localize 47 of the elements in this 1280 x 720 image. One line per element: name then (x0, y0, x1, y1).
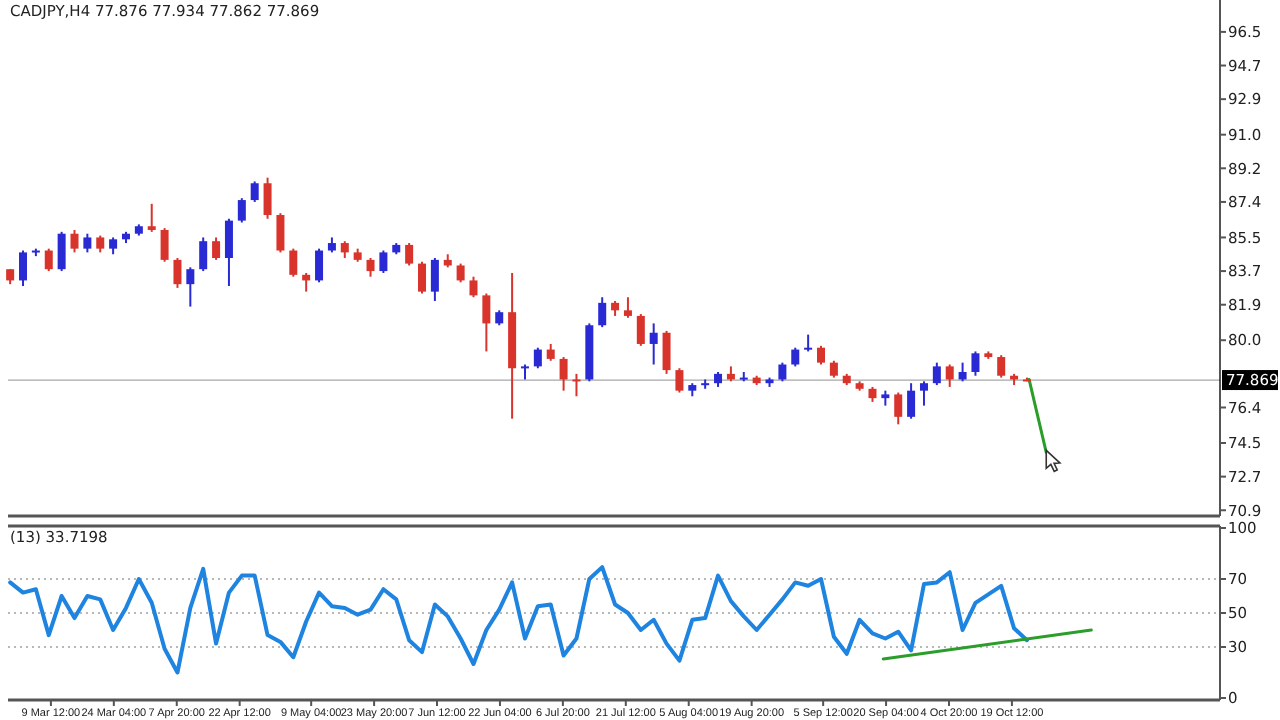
candlestick (894, 391, 903, 426)
candlestick (533, 346, 542, 370)
candlestick (817, 344, 826, 366)
candlestick (919, 380, 928, 407)
candlestick (379, 249, 388, 274)
candlestick (907, 382, 916, 420)
candlestick (636, 313, 645, 347)
candlestick (932, 361, 941, 387)
candlestick (276, 212, 285, 254)
candlestick (469, 275, 478, 299)
candlestick (212, 236, 221, 261)
candlestick (791, 346, 800, 368)
candlestick (675, 367, 684, 394)
candlestick (57, 230, 66, 273)
candlestick (559, 356, 568, 392)
candlestick (405, 242, 414, 267)
candlestick (366, 257, 375, 278)
candlestick (263, 176, 272, 220)
candlestick (598, 296, 607, 329)
candlestick (160, 227, 169, 263)
candlestick (945, 363, 954, 388)
candlestick (70, 228, 79, 254)
candlestick (289, 247, 298, 278)
candlestick (418, 260, 427, 295)
candlestick (778, 361, 787, 383)
candlestick (44, 247, 53, 273)
candlestick (662, 329, 671, 375)
candlestick (250, 180, 259, 203)
candlestick (199, 236, 208, 273)
candlestick (186, 266, 195, 308)
candlestick (623, 296, 632, 319)
candlestick (649, 322, 658, 366)
candlestick (572, 372, 581, 398)
candlestick (958, 361, 967, 383)
candlestick (971, 350, 980, 377)
candlestick (19, 249, 28, 288)
candlestick (456, 262, 465, 284)
candlestick (482, 292, 491, 353)
candlestick (430, 257, 439, 302)
candlestick (83, 232, 92, 254)
candlestick (237, 197, 246, 224)
line-series (8, 565, 1029, 675)
candlestick (173, 257, 182, 289)
candlestick (997, 354, 1006, 379)
candlestick (224, 217, 233, 288)
candlestick (147, 202, 156, 233)
candlestick (315, 247, 324, 284)
